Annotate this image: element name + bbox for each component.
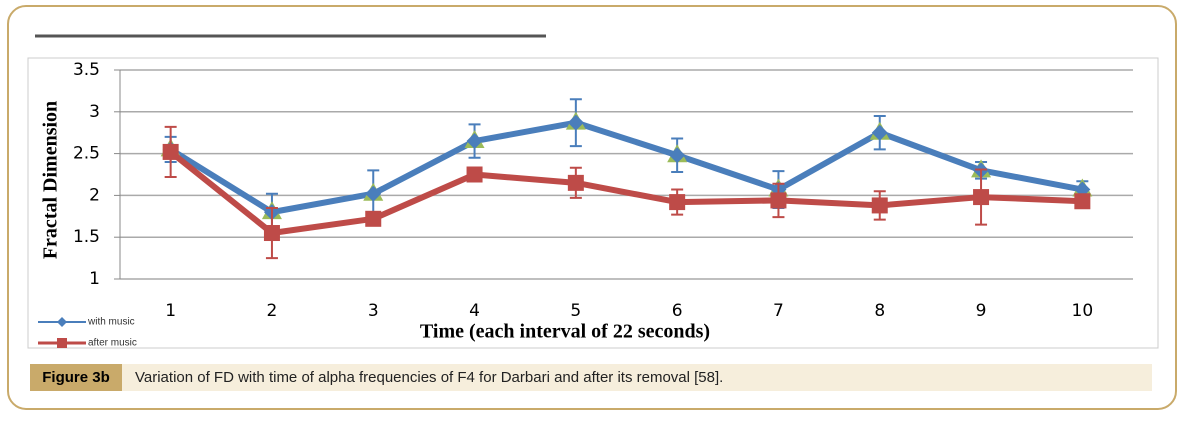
caption-bar <box>30 364 1152 391</box>
marker <box>365 185 382 202</box>
marker <box>669 147 686 164</box>
y-tick-label: 1.5 <box>73 227 100 247</box>
y-axis-title: Fractal Dimension <box>40 101 62 259</box>
caption-label: Figure 3b <box>42 369 110 386</box>
legend-label: with music <box>87 317 135 328</box>
marker <box>567 114 584 131</box>
marker <box>871 124 888 141</box>
marker <box>770 192 787 209</box>
x-axis-title: Time (each interval of 22 seconds) <box>420 321 710 343</box>
frame <box>7 5 1177 410</box>
marker <box>669 194 686 211</box>
x-tick-label: 5 <box>570 301 581 321</box>
marker <box>871 197 888 214</box>
x-tick-label: 9 <box>976 301 987 321</box>
x-tick-label: 7 <box>773 301 784 321</box>
y-tick-label: 2.5 <box>73 144 100 164</box>
x-tick-label: 1 <box>165 301 176 321</box>
legend-marker <box>57 317 67 327</box>
series-line <box>169 119 1083 216</box>
x-tick-label: 4 <box>469 301 480 321</box>
caption-label-box <box>30 364 122 391</box>
marker <box>365 210 382 227</box>
marker <box>162 143 179 160</box>
x-tick-label: 3 <box>368 301 379 321</box>
marker <box>973 189 990 206</box>
x-tick-label: 2 <box>267 301 278 321</box>
caption-text: Variation of FD with time of alpha frequ… <box>135 369 723 386</box>
marker <box>567 174 584 191</box>
marker <box>263 225 280 242</box>
marker <box>1074 193 1091 210</box>
marker <box>466 166 483 183</box>
x-tick-label: 8 <box>874 301 885 321</box>
x-tick-label: 6 <box>672 301 683 321</box>
marker <box>466 133 483 150</box>
y-tick-label: 2 <box>89 185 100 205</box>
legend-marker <box>57 338 67 348</box>
y-tick-label: 1 <box>89 269 100 289</box>
chart-area <box>27 57 1159 349</box>
y-tick-label: 3 <box>89 102 100 122</box>
x-tick-label: 10 <box>1072 301 1094 321</box>
series-line <box>168 149 1083 237</box>
y-tick-label: 3.5 <box>73 60 100 80</box>
legend-label: after music <box>88 338 137 349</box>
